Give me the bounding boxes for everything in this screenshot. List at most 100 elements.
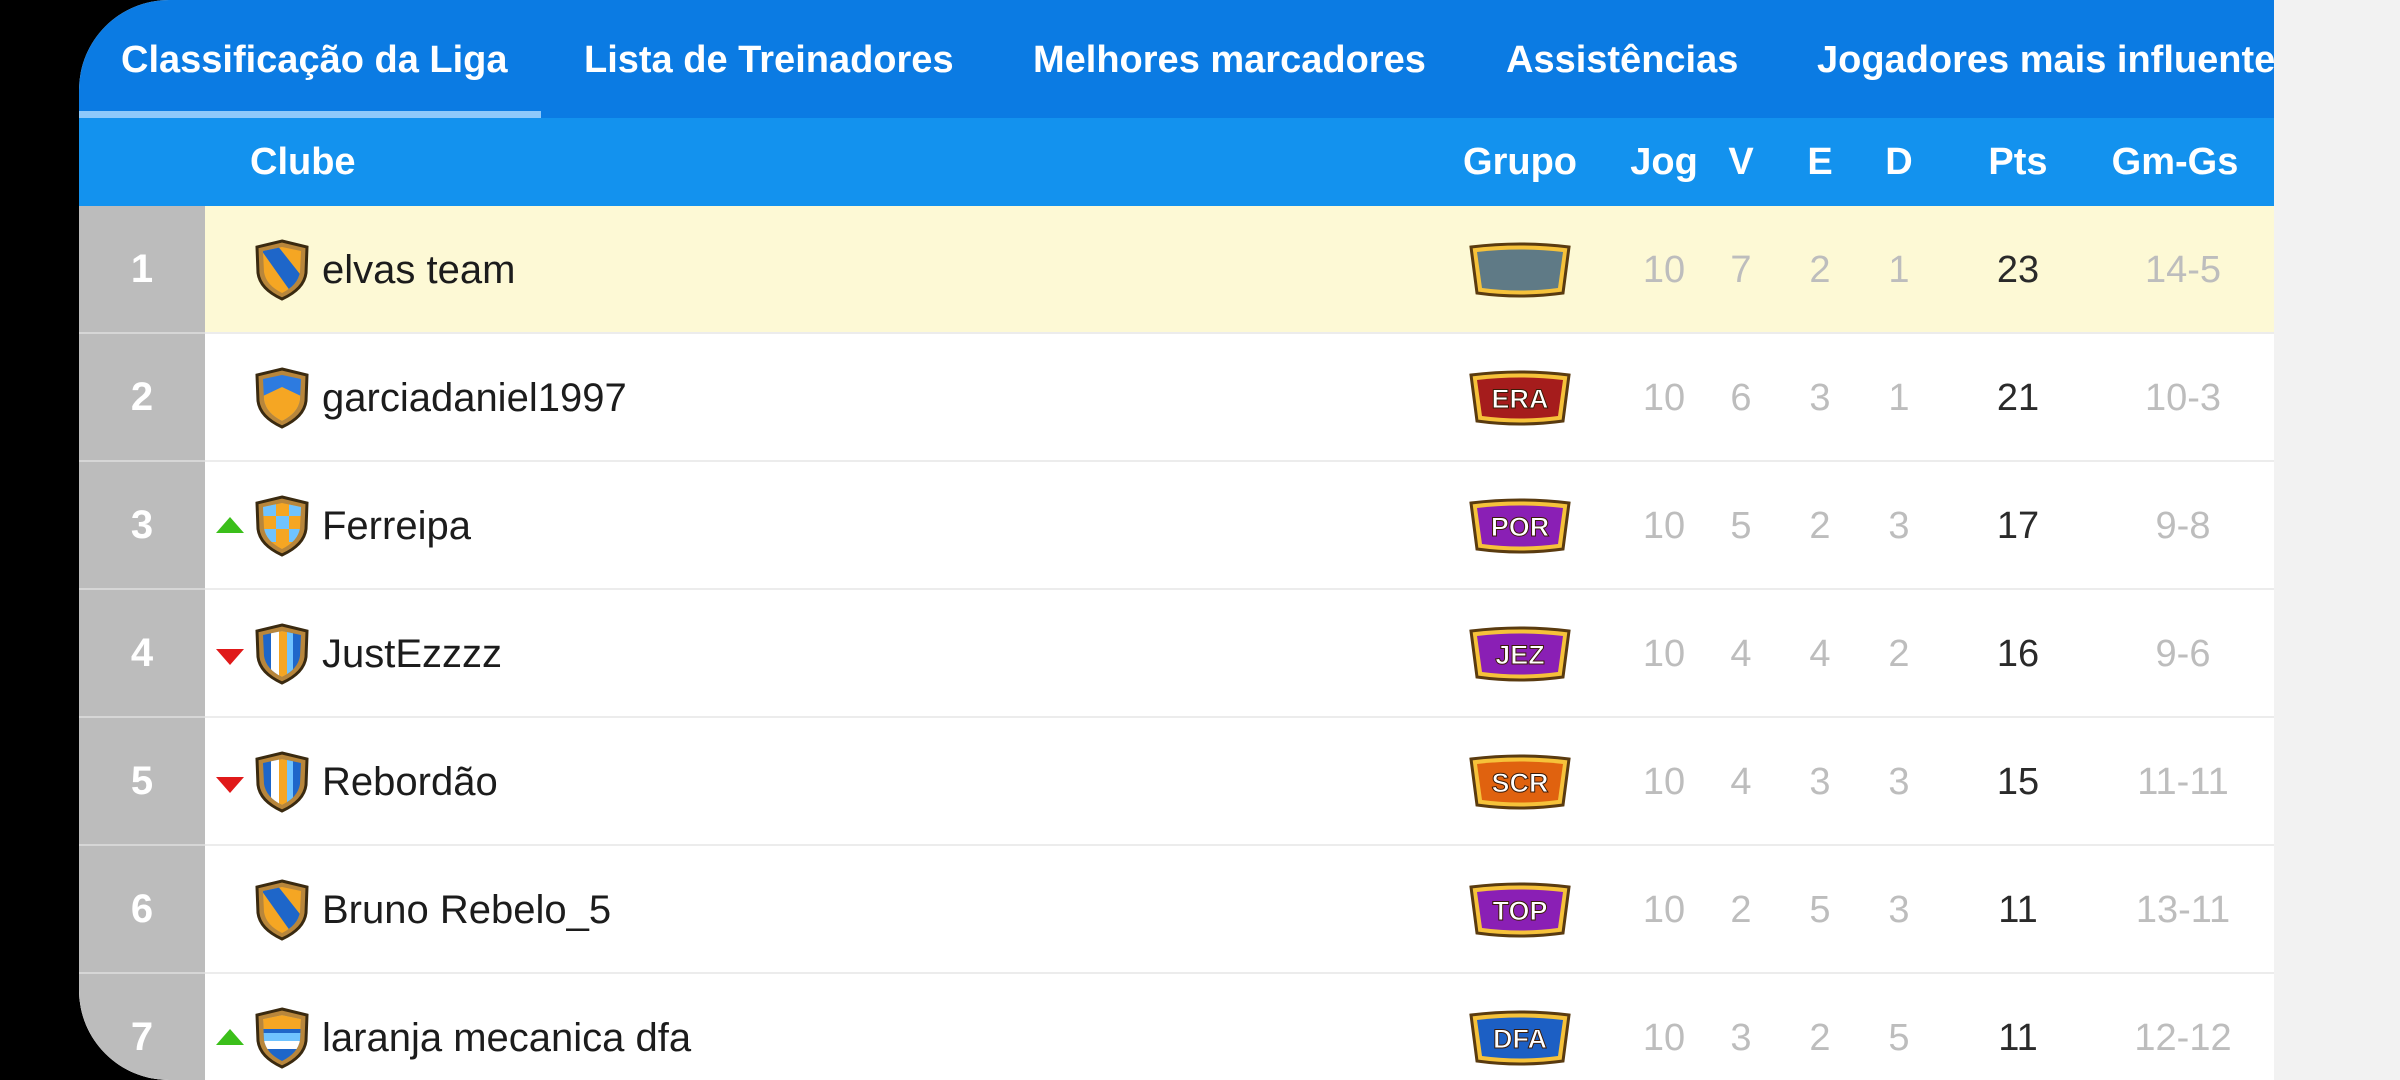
draws-cell: 5: [1809, 889, 1831, 931]
points-cell: 21: [1996, 377, 2040, 419]
points-cell: 16: [1996, 633, 2040, 675]
trend-up-icon: [216, 517, 244, 533]
club-name[interactable]: garciadaniel1997: [322, 376, 627, 420]
header-points[interactable]: Pts: [1988, 141, 2048, 183]
wins-cell: 6: [1730, 377, 1752, 419]
goals-cell: 10-3: [2144, 377, 2222, 419]
losses-cell: 3: [1888, 889, 1910, 931]
points-cell: 17: [1996, 505, 2040, 547]
goals-cell: 9-6: [2155, 633, 2211, 675]
played-cell: 10: [1642, 889, 1686, 931]
points-cell: 11: [1998, 889, 2038, 931]
svg-text:SCR: SCR: [1491, 768, 1548, 798]
header-played[interactable]: Jog: [1630, 141, 1698, 183]
goals-cell: 14-5: [2144, 249, 2222, 291]
tab-league-standings[interactable]: Classificação da Liga: [121, 39, 508, 81]
losses-cell: 5: [1888, 1017, 1910, 1059]
losses-cell: 1: [1888, 249, 1910, 291]
svg-text:TOP: TOP: [1492, 896, 1547, 926]
table-row[interactable]: 2 garciadaniel1997 ERA 10 6 3 1 21 10-3: [79, 334, 2274, 462]
position-cell: 7: [79, 974, 205, 1080]
group-badge[interactable]: POR: [1467, 497, 1573, 555]
tab-most-influential-players[interactable]: Jogadores mais influentes: [1817, 39, 2274, 81]
right-margin: [2274, 0, 2400, 1080]
group-badge[interactable]: ERA: [1467, 369, 1573, 427]
header-goals[interactable]: Gm-Gs: [2111, 141, 2239, 183]
draws-cell: 2: [1809, 1017, 1831, 1059]
losses-cell: 1: [1888, 377, 1910, 419]
trend-down-icon: [216, 649, 244, 665]
goals-cell: 9-8: [2155, 505, 2211, 547]
position-cell: 4: [79, 590, 205, 718]
group-badge[interactable]: DFA: [1467, 1009, 1573, 1067]
club-name[interactable]: Rebordão: [322, 760, 498, 804]
group-badge[interactable]: SCR: [1467, 753, 1573, 811]
goals-cell: 13-11: [2135, 889, 2231, 931]
svg-text:DFA: DFA: [1493, 1024, 1547, 1054]
table-header: Clube Grupo Jog V E D Pts Gm-Gs: [79, 118, 2274, 206]
played-cell: 10: [1642, 377, 1686, 419]
club-name[interactable]: Bruno Rebelo_5: [322, 888, 612, 932]
trend-down-icon: [216, 777, 244, 793]
standings-table: 1 elvas team 10 7 2 1 23 14-5 2 garciadaniel1997 E…: [79, 206, 2274, 1080]
header-club[interactable]: Clube: [250, 141, 356, 183]
header-group[interactable]: Grupo: [1463, 141, 1577, 183]
tab-assists[interactable]: Assistências: [1506, 39, 1739, 81]
draws-cell: 2: [1809, 249, 1831, 291]
table-row[interactable]: 5 Rebordão SCR 10 4 3 3 15 11-11: [79, 718, 2274, 846]
crest-diagonal-stripe-icon: [253, 239, 311, 301]
tab-top-scorers[interactable]: Melhores marcadores: [1033, 39, 1426, 81]
tab-coach-list[interactable]: Lista de Treinadores: [584, 39, 954, 81]
table-row[interactable]: 4 JustEzzzz JEZ 10 4 4 2 16 9-6: [79, 590, 2274, 718]
wins-cell: 5: [1730, 505, 1752, 547]
draws-cell: 4: [1809, 633, 1831, 675]
club-name[interactable]: Ferreipa: [322, 504, 471, 548]
table-row[interactable]: 3 Ferreipa POR 10 5 2 3 17 9-8: [79, 462, 2274, 590]
wins-cell: 2: [1730, 889, 1752, 931]
goals-cell: 12-12: [2134, 1017, 2232, 1059]
club-name[interactable]: laranja mecanica dfa: [322, 1016, 692, 1060]
table-row[interactable]: 7 laranja mecanica dfa DFA 10 3 2 5 11 12-12: [79, 974, 2274, 1080]
position-cell: 5: [79, 718, 205, 846]
group-badge[interactable]: [1467, 241, 1573, 299]
losses-cell: 3: [1888, 505, 1910, 547]
draws-cell: 3: [1809, 761, 1831, 803]
trend-up-icon: [216, 1029, 244, 1045]
draws-cell: 3: [1809, 377, 1831, 419]
header-losses[interactable]: D: [1885, 141, 1913, 183]
losses-cell: 2: [1888, 633, 1910, 675]
wins-cell: 4: [1730, 633, 1752, 675]
played-cell: 10: [1642, 633, 1686, 675]
crest-diagonal-stripe-icon: [253, 879, 311, 941]
header-draws[interactable]: E: [1807, 141, 1833, 183]
goals-cell: 11-11: [2137, 761, 2229, 803]
position-cell: 6: [79, 846, 205, 974]
svg-text:ERA: ERA: [1491, 384, 1548, 414]
position-cell: 2: [79, 334, 205, 462]
losses-cell: 3: [1888, 761, 1910, 803]
points-cell: 23: [1996, 249, 2040, 291]
crest-vertical-stripes-icon: [253, 623, 311, 685]
table-row[interactable]: 6 Bruno Rebelo_5 TOP 10 2 5 3 11 13-11: [79, 846, 2274, 974]
played-cell: 10: [1642, 761, 1686, 803]
draws-cell: 2: [1809, 505, 1831, 547]
crest-horizontal-stripes-icon: [253, 1007, 311, 1069]
active-tab-indicator: [79, 111, 541, 118]
crest-chevron-icon: [253, 367, 311, 429]
position-cell: 1: [79, 206, 205, 334]
played-cell: 10: [1642, 249, 1686, 291]
crest-vertical-stripes-icon: [253, 751, 311, 813]
played-cell: 10: [1642, 505, 1686, 547]
group-badge[interactable]: TOP: [1467, 881, 1573, 939]
group-badge[interactable]: JEZ: [1467, 625, 1573, 683]
header-wins[interactable]: V: [1728, 141, 1754, 183]
league-panel: Classificação da Liga Lista de Treinador…: [79, 0, 2274, 1080]
club-name[interactable]: JustEzzzz: [322, 632, 503, 676]
table-row[interactable]: 1 elvas team 10 7 2 1 23 14-5: [79, 206, 2274, 334]
points-cell: 15: [1996, 761, 2040, 803]
club-name[interactable]: elvas team: [322, 248, 516, 292]
tab-bar: Classificação da Liga Lista de Treinador…: [79, 0, 2274, 118]
svg-text:POR: POR: [1491, 512, 1550, 542]
svg-text:JEZ: JEZ: [1495, 640, 1545, 670]
wins-cell: 7: [1730, 249, 1752, 291]
